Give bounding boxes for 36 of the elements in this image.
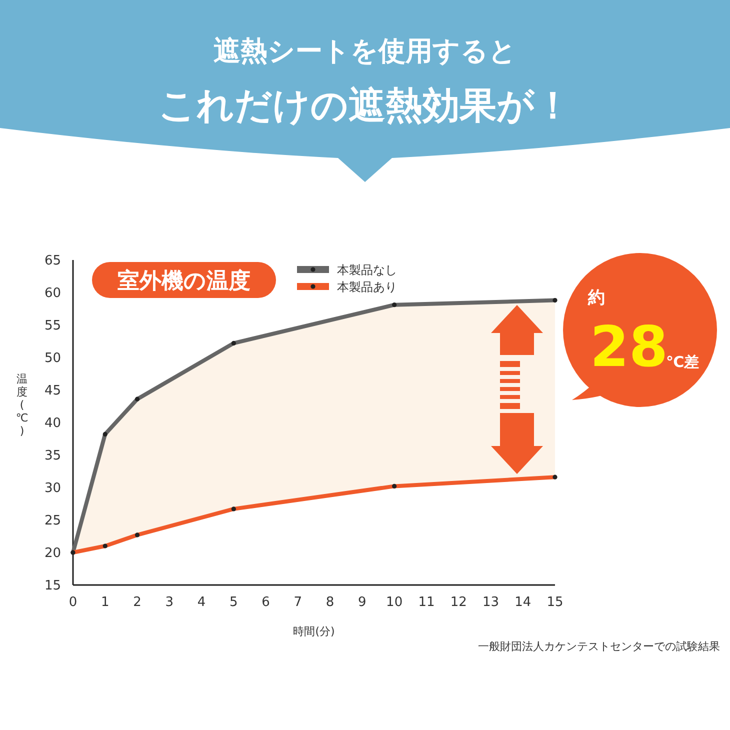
x-tick-label: 15 xyxy=(546,595,564,610)
text: 一般財団法人カケンテストセンターでの試験結果 xyxy=(478,640,720,653)
y-tick-label: 50 xyxy=(44,351,61,366)
annotation: 室外機の温度 xyxy=(118,268,250,294)
y-tick-label: 55 xyxy=(44,318,61,334)
x-tick-label: 10 xyxy=(386,595,403,610)
legend-label: 本製品なし xyxy=(337,263,397,278)
x-tick-label: 8 xyxy=(326,595,334,610)
chart-subtitle: これだけの遮熱効果が！ xyxy=(158,84,572,127)
y-tick-label: 20 xyxy=(44,546,61,562)
y-tick-label: 45 xyxy=(44,384,61,399)
x-tick-label: 9 xyxy=(358,595,366,610)
x-tick-label: 1 xyxy=(100,595,110,610)
x-tick-label: 0 xyxy=(68,595,78,610)
x-tick-label: 13 xyxy=(482,595,500,610)
x-tick-label: 14 xyxy=(514,595,532,610)
y-tick-label: 40 xyxy=(44,416,61,432)
y-tick-label: 60 xyxy=(44,286,61,302)
y-tick-label: 65 xyxy=(44,254,61,269)
x-tick-label: 12 xyxy=(450,595,467,610)
x-tick-label: 3 xyxy=(165,595,174,610)
text: 約28℃差 xyxy=(587,288,700,380)
x-tick-label: 7 xyxy=(294,595,302,610)
chart-title: 遮熱シートを使用すると xyxy=(214,36,516,67)
y-tick-label: 25 xyxy=(44,514,61,529)
x-tick-label: 11 xyxy=(418,595,435,610)
y-tick-label: 15 xyxy=(44,578,61,594)
x-tick-label: 5 xyxy=(230,595,238,610)
x-axis-title: 時間(分) xyxy=(293,625,335,638)
y-tick-label: 35 xyxy=(44,448,61,464)
legend-label: 本製品あり xyxy=(337,280,397,294)
y-axis-title: 温度(℃) xyxy=(16,372,28,438)
x-tick-label: 6 xyxy=(262,595,270,610)
y-tick-label: 30 xyxy=(44,481,61,496)
x-tick-label: 4 xyxy=(197,595,206,610)
x-tick-label: 2 xyxy=(133,595,142,610)
